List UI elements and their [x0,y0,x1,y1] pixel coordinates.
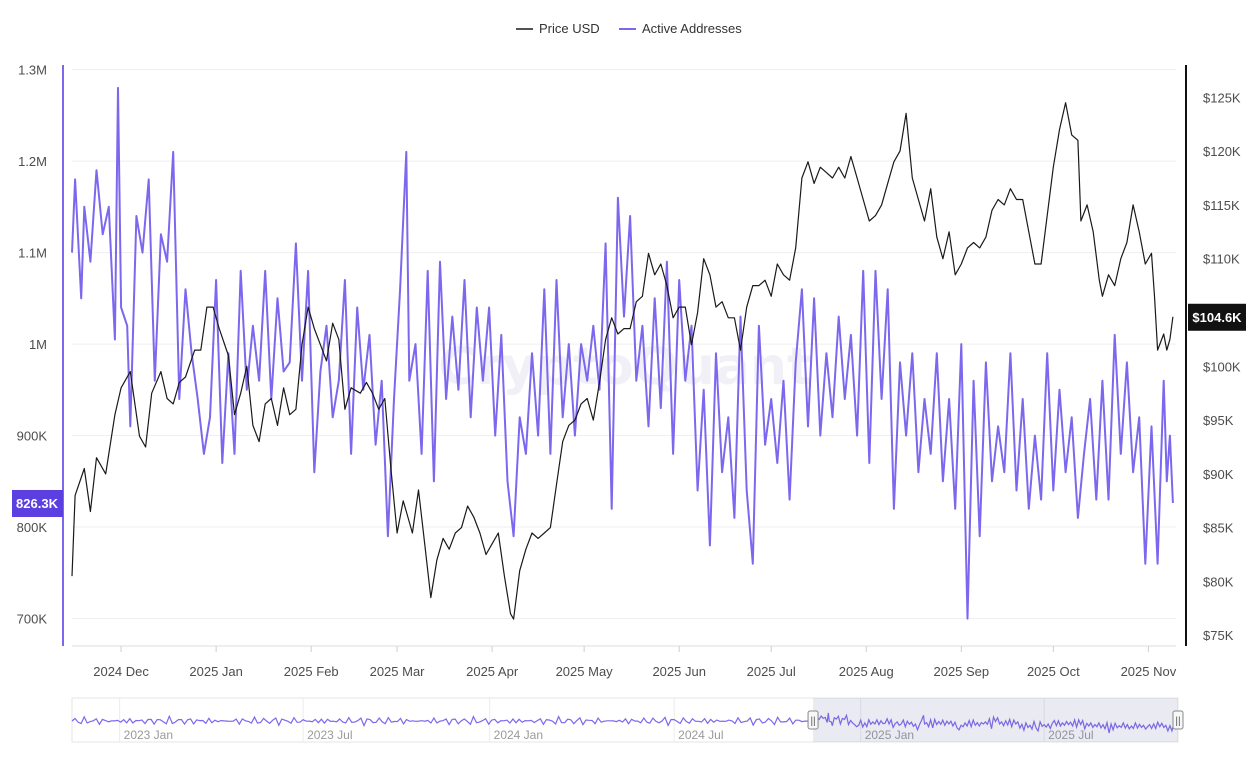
navigator-tick-label: 2023 Jul [307,728,352,742]
left-badge-value: 826.3K [16,496,59,511]
handle-left-grip [807,710,819,730]
legend: Price USD Active Addresses [516,21,742,36]
x-tick-label: 2025 Jan [189,664,243,679]
left-tick-label: 1.2M [18,154,47,169]
series-line-price-usd [71,102,1174,620]
handle-right-icon: || [1175,716,1180,727]
navigator[interactable]: 2023 Jan 2023 Jul 2024 Jan 2024 Jul 2025 Jan… [71,697,1184,743]
series-line-active-addresses [71,86,1174,620]
right-tick-label: $110K [1203,252,1240,267]
navigator-axis: 2023 Jan 2023 Jul 2024 Jan 2024 Jul 2025 Jan… [119,698,1094,742]
legend-item-addresses[interactable]: Active Addresses [619,21,742,36]
handle-left-icon: || [810,716,815,727]
x-tick-label: 2024 Dec [93,664,149,679]
right-tick-label: $80K [1203,574,1234,589]
right-tick-label: $95K [1203,413,1234,428]
navigator-tick-label: 2024 Jul [678,728,723,742]
right-tick-label: $115K [1203,198,1240,213]
x-tick-label: 2025 Jul [747,664,796,679]
x-tick-label: 2025 Sep [933,664,989,679]
right-tick-label: $75K [1203,628,1234,643]
x-tick-label: 2025 Feb [284,664,339,679]
left-tick-label: 1.1M [18,246,47,261]
navigator-handle-right[interactable]: || [1172,710,1184,730]
x-tick-label: 2025 May [556,664,614,679]
right-tick-label: $100K [1203,359,1241,374]
navigator-tick-label: 2023 Jan [124,728,173,742]
left-tick-label: 800K [17,520,48,535]
legend-item-price[interactable]: Price USD [516,21,600,36]
right-tick-label: $85K [1203,521,1234,536]
legend-label-price: Price USD [539,21,600,36]
right-badge-value: $104.6K [1192,310,1242,325]
x-axis: 2024 Dec 2025 Jan 2025 Feb 2025 Mar 2025 Apr… [72,645,1177,679]
right-tick-label: $90K [1203,467,1234,482]
navigator-selection[interactable] [813,698,1178,742]
navigator-tick-label: 2024 Jan [494,728,543,742]
left-tick-label: 1.3M [18,63,47,78]
x-tick-label: 2025 Aug [839,664,894,679]
left-axis: 700K 800K 900K 1M 1.1M 1.2M 1.3M [17,63,48,627]
left-badge-background [12,489,63,517]
left-value-badge: 826.3K [12,489,63,517]
x-tick-label: 2025 Mar [370,664,426,679]
watermark: CryptoQuant [438,337,812,397]
x-tick-label: 2025 Nov [1121,664,1177,679]
grid-lines [72,69,1176,620]
right-axis: $75K$80K$85K$90K$95K$100K$105K$110K$115K… [1203,90,1241,643]
navigator-series-line [71,712,1178,734]
navigator-handle-left[interactable]: || [807,710,819,730]
navigator-tick-label: 2025 Jul [1048,728,1093,742]
x-tick-label: 2025 Apr [466,664,519,679]
navigator-tick-label: 2025 Jan [865,728,914,742]
left-tick-label: 900K [17,429,48,444]
right-tick-label: $120K [1203,144,1241,159]
right-tick-label: $125K [1203,90,1241,105]
left-tick-label: 1M [29,337,47,352]
right-badge-background [1188,303,1246,331]
x-tick-label: 2025 Oct [1027,664,1080,679]
right-value-badge: $104.6K [1188,303,1246,331]
x-tick-label: 2025 Jun [652,664,706,679]
legend-label-addresses: Active Addresses [642,21,742,36]
handle-right-grip [1172,710,1184,730]
left-tick-label: 700K [17,612,48,627]
